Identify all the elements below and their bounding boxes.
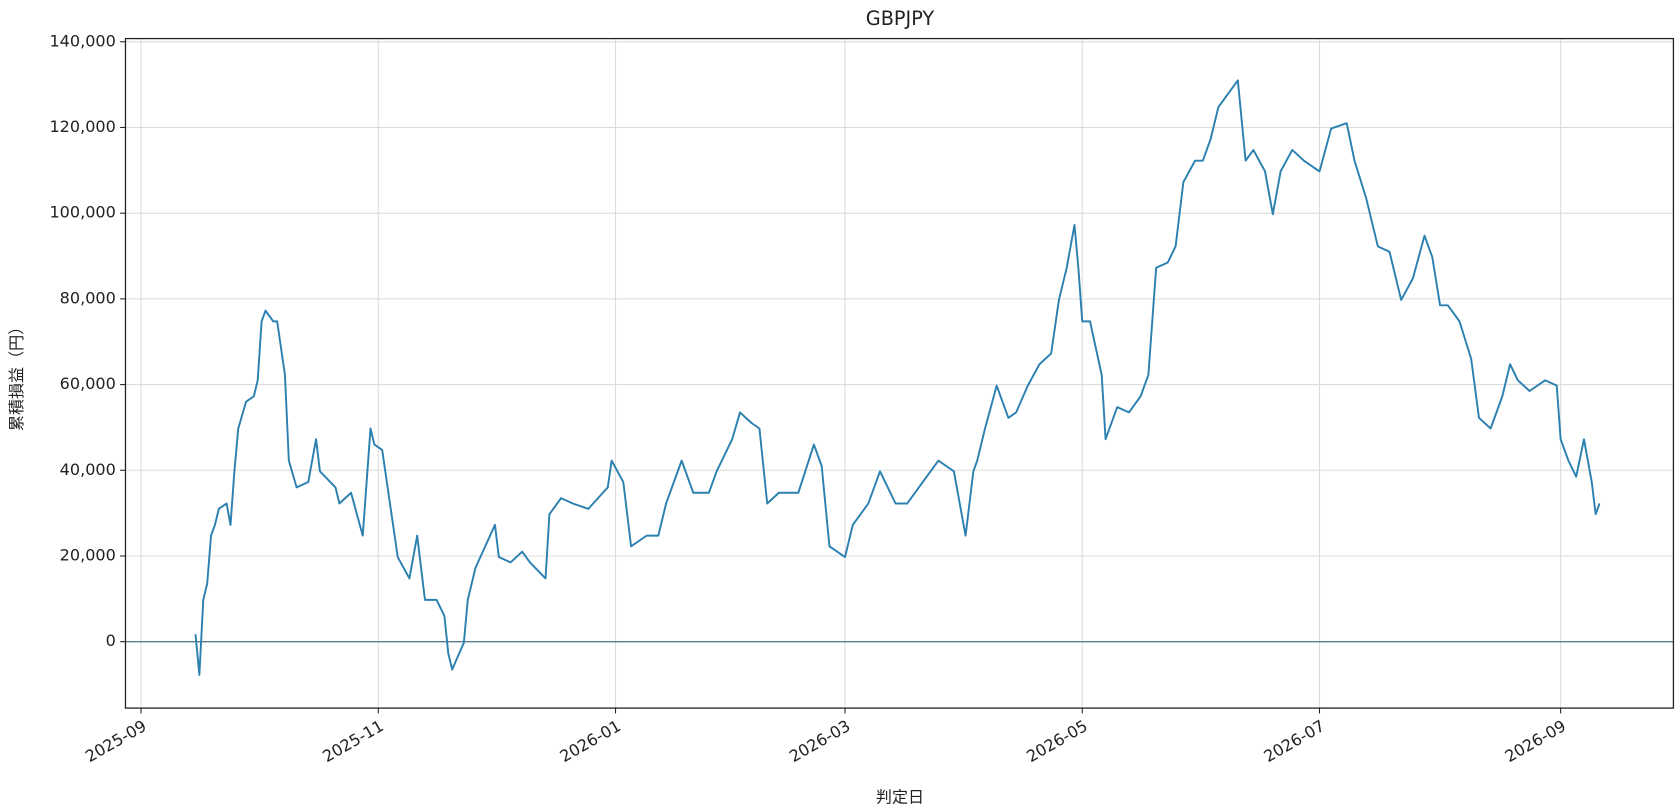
x-tick-label: 2026-05 (1023, 716, 1091, 766)
y-tick-label: 100,000 (49, 203, 115, 222)
x-tick-label: 2025-09 (82, 716, 150, 766)
y-axis-label: 累積損益（円） (7, 319, 26, 431)
x-tick-label: 2026-07 (1260, 716, 1328, 766)
x-axis-label: 判定日 (876, 788, 924, 807)
chart-title: GBPJPY (866, 7, 935, 30)
y-tick-label: 40,000 (60, 460, 116, 479)
line-series (194, 79, 1601, 676)
x-tick-label: 2026-01 (556, 716, 624, 766)
y-tick-label: 20,000 (60, 545, 116, 564)
y-tick-label: 0 (106, 631, 116, 650)
x-tick-label: 2025-11 (319, 716, 387, 766)
y-tick-label: 60,000 (60, 374, 116, 393)
x-tick-label: 2026-09 (1502, 716, 1570, 766)
y-tick-label: 80,000 (60, 288, 116, 307)
plot-frame (124, 37, 1675, 709)
y-tick-label: 140,000 (49, 31, 115, 50)
x-tick-label: 2026-03 (786, 716, 854, 766)
y-tick-label: 120,000 (49, 117, 115, 136)
